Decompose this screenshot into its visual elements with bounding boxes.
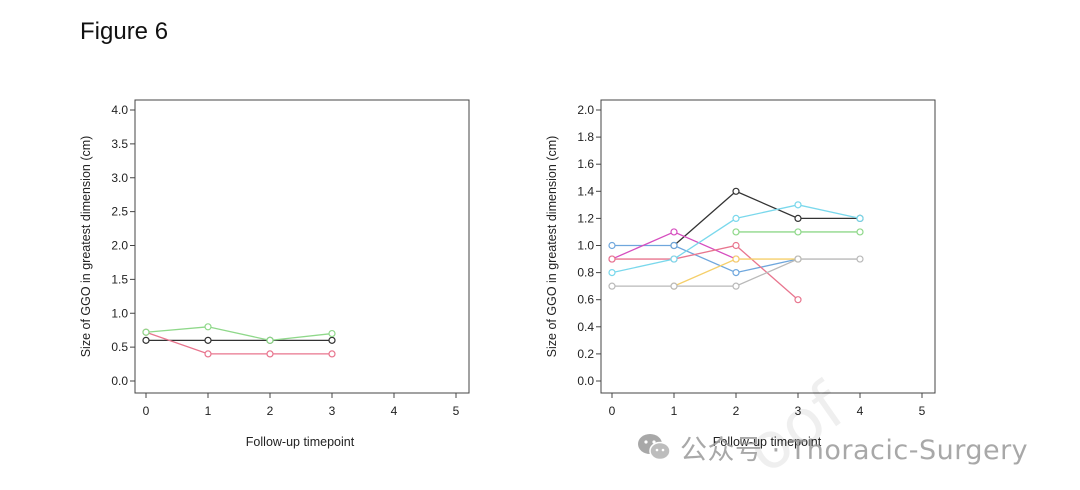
data-point: [266, 336, 274, 344]
series-line: [145, 326, 333, 342]
x-tick-label: 3: [795, 404, 802, 418]
data-point: [732, 241, 740, 250]
data-point: [732, 282, 740, 290]
data-point: [732, 269, 740, 277]
y-tick-label: 1.2: [577, 211, 594, 225]
wechat-watermark: 公众号 · Thoracic-Surgery: [636, 428, 1028, 466]
x-tick-label: 2: [733, 404, 740, 418]
data-point: [670, 241, 678, 250]
data-point: [670, 282, 678, 290]
y-tick-label: 2.0: [111, 239, 128, 253]
y-tick-label: 2.0: [577, 103, 594, 117]
data-point: [732, 228, 740, 236]
x-tick-label: 5: [453, 404, 460, 418]
y-tick-label: 0.0: [111, 374, 128, 388]
x-tick-label: 0: [143, 404, 150, 418]
x-tick-label: 0: [609, 404, 616, 418]
y-tick-label: 1.0: [577, 239, 594, 253]
plot-frame: [134, 99, 470, 394]
y-tick-label: 0.4: [577, 320, 594, 334]
y-tick-label: 1.4: [577, 184, 594, 198]
data-point: [794, 255, 802, 263]
y-tick-label: 1.8: [577, 130, 594, 144]
data-point: [608, 255, 616, 263]
x-axis-label: Follow-up timepoint: [713, 435, 822, 449]
y-tick-label: 3.0: [111, 171, 128, 185]
y-tick-label: 3.5: [111, 137, 128, 151]
data-point: [794, 201, 802, 209]
y-tick-label: 0.8: [577, 266, 594, 280]
data-point: [794, 296, 802, 304]
x-tick-label: 1: [671, 404, 678, 418]
series-line: [673, 190, 860, 246]
data-point: [794, 228, 802, 236]
y-tick-label: 2.5: [111, 205, 128, 219]
data-point: [732, 187, 740, 195]
data-point: [204, 323, 212, 331]
x-tick-label: 1: [205, 404, 212, 418]
data-point: [794, 214, 802, 222]
y-tick-label: 4.0: [111, 103, 128, 117]
data-point: [266, 350, 274, 358]
data-point: [608, 269, 616, 277]
data-point: [856, 214, 864, 222]
y-tick-label: 1.0: [111, 306, 128, 320]
x-tick-label: 4: [857, 404, 864, 418]
data-point: [670, 255, 678, 263]
data-point: [856, 228, 864, 236]
x-tick-label: 5: [919, 404, 926, 418]
y-tick-label: 0.2: [577, 347, 594, 361]
series-line: [145, 331, 332, 355]
data-point: [204, 336, 212, 344]
figure-title: Figure 6: [80, 18, 169, 45]
watermark-text: 公众号 · Thoracic-Surgery: [680, 434, 1029, 466]
x-tick-label: 3: [329, 404, 336, 418]
data-point: [328, 336, 336, 344]
data-point: [732, 255, 740, 263]
data-point: [204, 350, 212, 358]
y-tick-label: 1.5: [111, 272, 128, 286]
y-axis-label: Size of GGO in greatest dimension (cm): [545, 136, 559, 358]
y-axis-label: Size of GGO in greatest dimension (cm): [79, 136, 93, 358]
data-point: [142, 328, 150, 336]
data-point: [328, 329, 336, 338]
plot-frame: [600, 99, 936, 394]
y-tick-label: 0.0: [577, 374, 594, 388]
data-point: [608, 282, 616, 290]
data-point: [608, 241, 616, 250]
wechat-icon: [638, 434, 671, 461]
x-tick-label: 2: [267, 404, 274, 418]
data-point: [856, 255, 864, 263]
data-point: [670, 228, 678, 236]
x-tick-label: 4: [391, 404, 398, 418]
data-point: [142, 336, 150, 344]
y-tick-label: 0.5: [111, 340, 128, 354]
y-tick-label: 1.6: [577, 157, 594, 171]
data-point: [732, 214, 740, 222]
x-axis-label: Follow-up timepoint: [246, 435, 355, 449]
y-tick-label: 0.6: [577, 293, 594, 307]
data-point: [328, 350, 336, 358]
